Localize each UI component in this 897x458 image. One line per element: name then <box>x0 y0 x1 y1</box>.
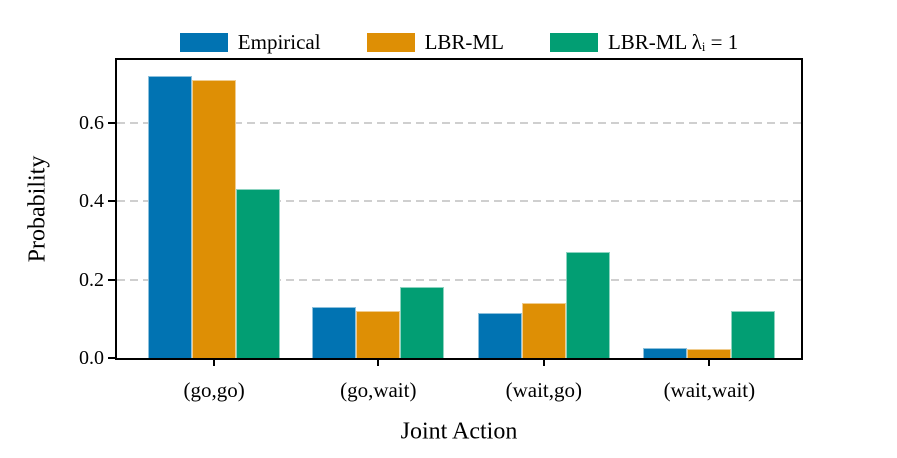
y-axis-tick-label: 0.2 <box>79 268 104 291</box>
x-axis-tick-go-go <box>213 358 216 366</box>
bar-lbr-ml-go-wait <box>356 310 401 358</box>
bar-lbr-ml-1-wait-wait <box>731 310 776 358</box>
bar-lbr-ml-wait-go <box>521 303 566 358</box>
bar-lbr-ml-1-wait-go <box>565 252 610 358</box>
gridline-y-0.6 <box>117 121 801 124</box>
legend-item-lbr-ml-1: LBR-ML λᵢ = 1 <box>549 29 739 54</box>
bar-lbr-ml-1-go-wait <box>400 287 445 358</box>
x-axis-tick-label: (wait,go) <box>505 378 583 402</box>
legend-swatch-lbr-ml <box>366 32 415 52</box>
x-axis-tick-go-wait <box>377 358 380 366</box>
y-axis-title: Probability <box>24 155 51 263</box>
gridline-y-0.4 <box>117 200 801 203</box>
legend-label: LBR-ML λᵢ = 1 <box>607 29 739 54</box>
bar-lbr-ml-1-go-go <box>236 189 281 358</box>
legend: Empirical LBR-ML LBR-ML λᵢ = 1 <box>117 28 801 56</box>
x-axis-title: Joint Action <box>400 418 518 445</box>
legend-swatch-empirical <box>179 32 228 52</box>
gridline-y-0.2 <box>117 278 801 281</box>
y-axis-tick-label: 0.6 <box>79 111 104 134</box>
x-axis-tick-label: (go,go) <box>183 378 245 402</box>
x-axis-tick-wait-go <box>542 358 545 366</box>
y-axis-tick-label: 0.4 <box>79 190 104 213</box>
bar-lbr-ml-go-go <box>192 79 237 358</box>
y-axis-tick-0.6 <box>108 121 116 124</box>
y-axis-tick-label: 0.0 <box>79 347 104 369</box>
bar-empirical-wait-go <box>477 312 522 358</box>
bar-empirical-go-wait <box>312 307 357 358</box>
y-axis-tick-0.0 <box>108 357 116 359</box>
bar-empirical-go-go <box>148 75 193 358</box>
legend-swatch-lbr-ml-1 <box>549 32 598 52</box>
x-axis-tick-wait-wait <box>708 358 711 366</box>
legend-label: LBR-ML <box>424 29 504 54</box>
y-axis-tick-0.2 <box>108 278 116 281</box>
plot-frame <box>115 58 803 360</box>
bar-empirical-wait-wait <box>643 348 688 358</box>
bar-lbr-ml-wait-wait <box>687 349 732 358</box>
y-axis-tick-0.4 <box>108 200 116 203</box>
x-axis-tick-label: (wait,wait) <box>663 378 756 402</box>
legend-item-lbr-ml: LBR-ML <box>366 29 504 54</box>
legend-item-empirical: Empirical <box>179 29 321 54</box>
legend-label: Empirical <box>237 29 321 54</box>
x-axis-tick-label: (go,wait) <box>340 378 417 402</box>
